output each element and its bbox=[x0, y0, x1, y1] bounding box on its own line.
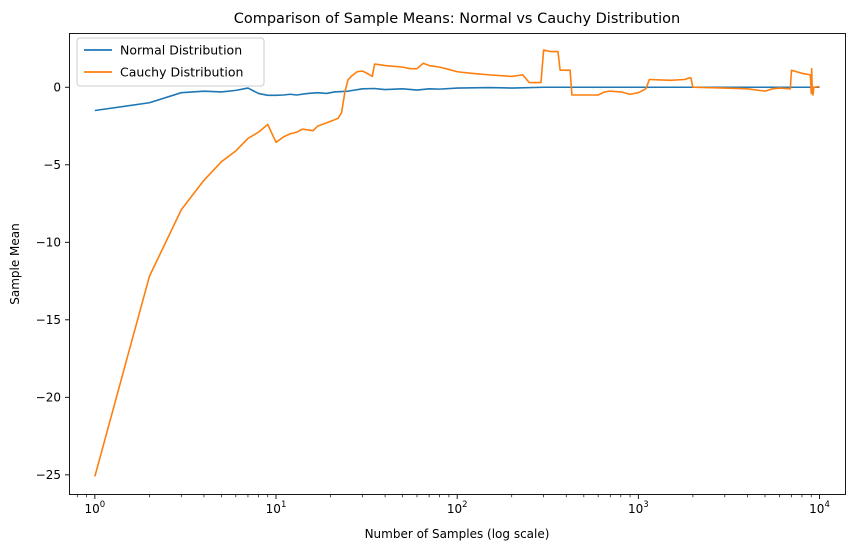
series-line-cauchy-distribution bbox=[94, 49, 820, 477]
plot-area bbox=[69, 33, 846, 495]
legend-label-normal: Normal Distribution bbox=[120, 43, 242, 58]
y-axis-label: Sample Mean bbox=[8, 223, 22, 305]
series-line-normal-distribution bbox=[94, 86, 820, 112]
y-tick-label: −15 bbox=[36, 313, 61, 327]
legend: Normal Distribution Cauchy Distribution bbox=[76, 37, 265, 87]
y-tick-label: −20 bbox=[36, 390, 61, 404]
chart-title: Comparison of Sample Means: Normal vs Ca… bbox=[234, 11, 681, 27]
series-layer bbox=[94, 49, 820, 477]
y-tick-label: −25 bbox=[36, 468, 61, 482]
legend-label-cauchy: Cauchy Distribution bbox=[120, 65, 243, 80]
plot-frame bbox=[69, 33, 846, 495]
y-tick-label: 0 bbox=[53, 80, 61, 94]
y-tick-label: −10 bbox=[36, 235, 61, 249]
legend-box bbox=[76, 37, 265, 87]
y-axis: 0 −5 −10 −15 −20 −25 bbox=[36, 80, 69, 482]
y-tick-label: −5 bbox=[43, 158, 61, 172]
x-axis-label: Number of Samples (log scale) bbox=[365, 527, 550, 541]
